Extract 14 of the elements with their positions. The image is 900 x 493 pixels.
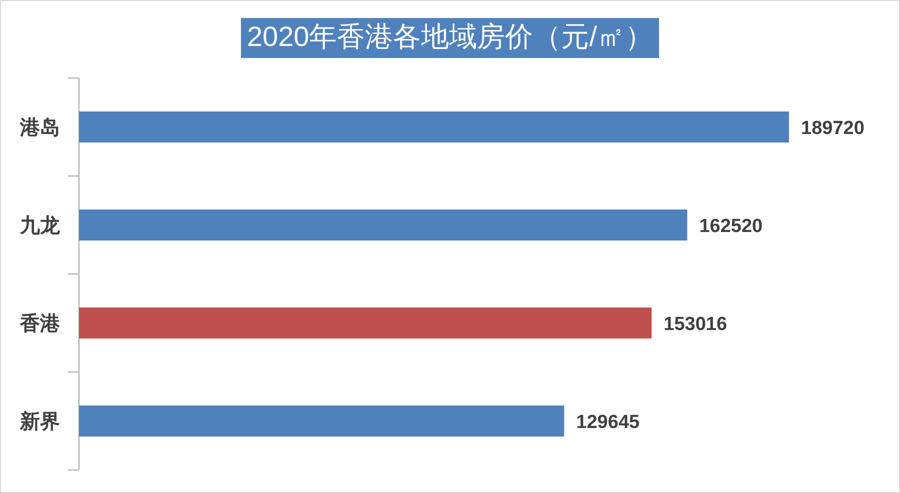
- y-tick-label: 九龙: [19, 215, 61, 237]
- bar: [79, 112, 789, 142]
- y-tick-label: 香港: [19, 312, 61, 335]
- chart-title: 2020年香港各地域房价（元/㎡）: [246, 21, 654, 52]
- bar: [79, 210, 688, 240]
- title: 2020年香港各地域房价（元/㎡）: [240, 18, 660, 58]
- data-label: 162520: [699, 216, 763, 237]
- y-tick-label: 港岛: [19, 117, 60, 139]
- data-label: 129645: [576, 412, 640, 433]
- y-tick-label: 新界: [19, 410, 60, 433]
- bar: [79, 406, 564, 436]
- bar: [79, 308, 652, 338]
- data-label: 189720: [801, 118, 864, 139]
- data-label: 153016: [664, 314, 728, 335]
